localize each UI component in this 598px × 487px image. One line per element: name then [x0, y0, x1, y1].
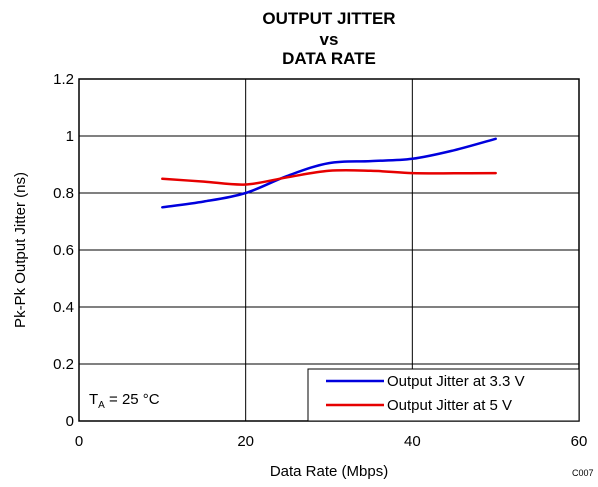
temperature-annotation-subscript: A: [98, 400, 105, 411]
legend-label-5v: Output Jitter at 5 V: [387, 397, 512, 414]
tick-labels: 0 20 40 60 0 0.2 0.4 0.6 0.8 1 1.2: [53, 71, 587, 450]
y-tick-label: 0.2: [53, 356, 74, 373]
x-tick-label: 20: [237, 433, 254, 450]
temperature-annotation: TA = 25 °C: [89, 391, 160, 411]
figure-code: C007: [572, 468, 594, 478]
series-line-5v: [161, 168, 497, 186]
y-tick-label: 0.4: [53, 299, 74, 316]
chart-title-line-3: DATA RATE: [282, 49, 376, 68]
x-tick-label: 0: [75, 433, 83, 450]
temperature-annotation-prefix: T: [89, 391, 98, 408]
series-lines: [161, 137, 497, 209]
y-tick-label: 1.2: [53, 71, 74, 88]
legend-box: [307, 368, 580, 422]
grid-lines: [79, 79, 579, 421]
y-tick-label: 1: [66, 128, 74, 145]
legend: Output Jitter at 3.3 V Output Jitter at …: [307, 368, 580, 422]
chart-title-line-1: OUTPUT JITTER: [262, 9, 395, 28]
x-axis-label: Data Rate (Mbps): [270, 463, 388, 480]
y-tick-label: 0.8: [53, 185, 74, 202]
temperature-annotation-suffix: = 25 °C: [105, 391, 160, 408]
y-tick-label: 0: [66, 413, 74, 430]
x-tick-label: 40: [404, 433, 421, 450]
y-tick-label: 0.6: [53, 242, 74, 259]
y-axis-label: Pk-Pk Output Jitter (ns): [12, 172, 29, 328]
chart-title: OUTPUT JITTER vs DATA RATE: [262, 9, 395, 68]
chart-title-line-2: vs: [320, 30, 339, 49]
x-tick-label: 60: [571, 433, 588, 450]
legend-label-3v3: Output Jitter at 3.3 V: [387, 373, 525, 390]
series-line-3v3: [161, 137, 497, 209]
